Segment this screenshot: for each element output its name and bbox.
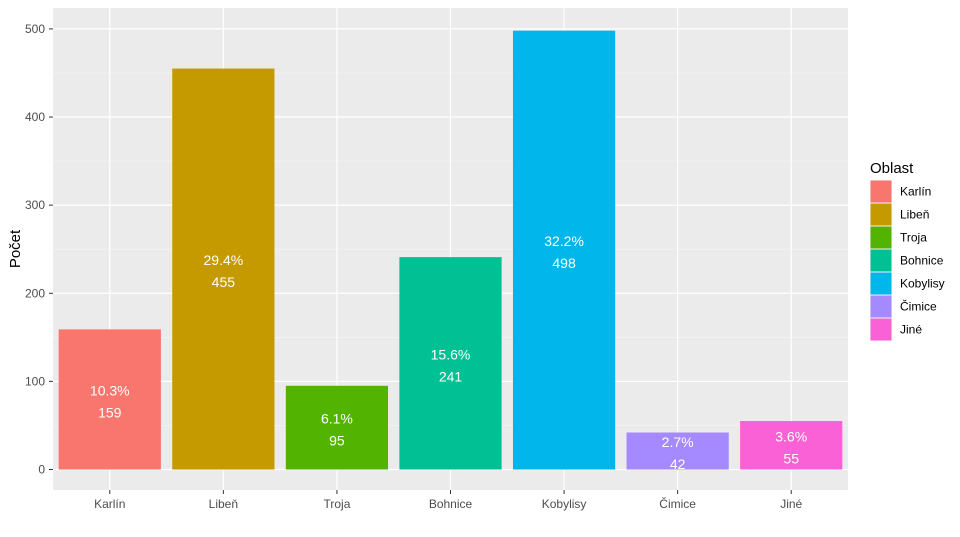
legend-swatch — [870, 272, 892, 295]
value-label: 498 — [552, 255, 576, 271]
percent-label: 32.2% — [544, 233, 584, 249]
value-label: 241 — [439, 368, 463, 384]
legend-title: Oblast — [870, 160, 914, 177]
legend: Oblast Karlín Libeň Troja Bohnice Kobylisy Či… — [870, 160, 945, 341]
x-tick-label: Libeň — [209, 497, 238, 511]
x-tick-label: Kobylisy — [542, 497, 587, 511]
percent-label: 2.7% — [662, 434, 694, 450]
legend-swatch — [870, 180, 892, 203]
value-label: 42 — [670, 456, 686, 472]
x-tick-label: Jiné — [780, 497, 802, 511]
value-label: 455 — [212, 274, 236, 290]
value-label: 159 — [98, 404, 122, 420]
legend-label: Kobylisy — [900, 277, 945, 291]
legend-swatch — [870, 318, 892, 341]
percent-label: 29.4% — [204, 252, 244, 268]
bar-3 — [399, 257, 502, 470]
x-tick-label: Bohnice — [429, 497, 473, 511]
bar-5 — [626, 432, 729, 470]
bar-0 — [58, 329, 161, 470]
percent-label: 6.1% — [321, 411, 353, 427]
data-labels: 10.3% 159 29.4% 455 6.1% 95 15.6% 241 32.2% 498 2.… — [90, 233, 807, 472]
x-tick-label: Čimice — [659, 496, 696, 511]
y-tick-label: 500 — [25, 22, 45, 36]
value-label: 55 — [783, 450, 799, 466]
legend-label: Čimice — [900, 299, 937, 314]
value-label: 95 — [329, 433, 345, 449]
y-axis-title: Počet — [7, 229, 24, 268]
bar-6 — [740, 421, 843, 470]
x-tick-label: Karlín — [94, 497, 125, 511]
bar-1 — [172, 68, 275, 470]
x-axis: Karlín Libeň Troja Bohnice Kobylisy Čimice Jin… — [94, 490, 803, 511]
legend-label: Libeň — [900, 208, 929, 222]
legend-label: Troja — [900, 231, 927, 245]
legend-swatch — [870, 249, 892, 272]
legend-label: Bohnice — [900, 254, 944, 268]
y-axis: 0 100 200 300 400 500 — [25, 22, 53, 477]
percent-label: 10.3% — [90, 382, 130, 398]
bar-4 — [512, 30, 616, 470]
legend-swatch — [870, 295, 892, 318]
x-tick-label: Troja — [323, 497, 350, 511]
y-tick-label: 0 — [38, 463, 45, 477]
y-tick-label: 200 — [25, 286, 45, 300]
percent-label: 3.6% — [775, 428, 807, 444]
legend-label: Jiné — [900, 323, 922, 337]
y-tick-label: 400 — [25, 110, 45, 124]
percent-label: 15.6% — [431, 346, 471, 362]
bar-2 — [285, 385, 389, 470]
y-tick-label: 300 — [25, 198, 45, 212]
bars — [58, 30, 843, 470]
legend-swatch — [870, 203, 892, 226]
legend-label: Karlín — [900, 185, 931, 199]
y-tick-label: 100 — [25, 374, 45, 388]
legend-swatch — [870, 226, 892, 249]
